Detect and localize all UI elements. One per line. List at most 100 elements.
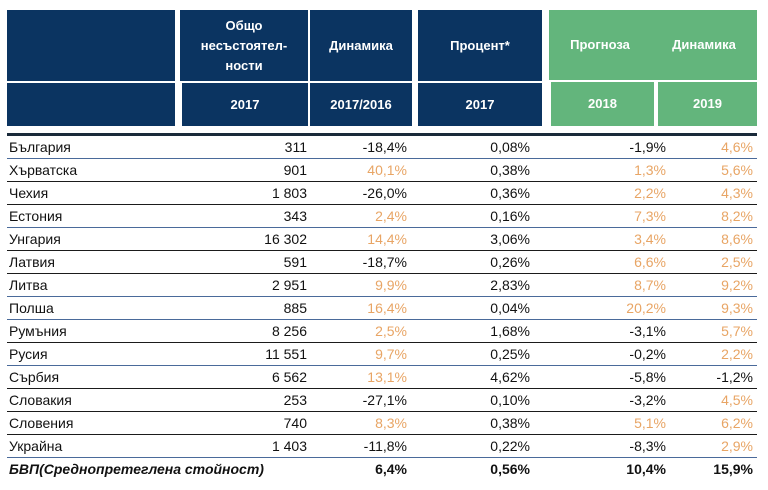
header-forecast: Прогноза Динамика	[549, 10, 757, 80]
country-name: Русия	[9, 346, 48, 362]
cell-f2018: -8,3%	[629, 438, 666, 454]
cell-insolv: 253	[283, 392, 307, 408]
cell-f2019: 2,2%	[721, 346, 753, 362]
cell-f2019: 2,9%	[721, 438, 753, 454]
table-row: Естония 343 2,4% 0,16% 7,3% 8,2%	[7, 205, 757, 228]
total-f2018: 10,4%	[626, 461, 666, 477]
cell-dyn: -11,8%	[363, 438, 407, 454]
cell-pct: 0,22%	[490, 438, 530, 454]
header-insolvencies: Общо несъстоятел- ности	[180, 10, 308, 81]
cell-insolv: 1 403	[271, 438, 307, 454]
cell-dyn: 14,4%	[367, 231, 407, 247]
cell-f2019: 9,2%	[721, 277, 753, 293]
cell-dyn: 8,3%	[375, 415, 407, 431]
cell-dyn: 9,7%	[375, 346, 407, 362]
cell-dyn: 2,4%	[375, 208, 407, 224]
header-line: несъстоятел-	[200, 37, 288, 53]
cell-f2019: 8,2%	[721, 208, 753, 224]
cell-f2018: 8,7%	[634, 277, 666, 293]
data-table: България 311 -18,4% 0,08% -1,9% 4,6% Хърватска…	[7, 133, 757, 480]
cell-insolv: 6 562	[271, 369, 307, 385]
cell-pct: 0,26%	[490, 254, 530, 270]
cell-f2018: -3,2%	[629, 392, 666, 408]
country-name: Литва	[9, 277, 48, 293]
cell-f2019: 4,5%	[721, 392, 753, 408]
cell-dyn: 9,9%	[375, 277, 407, 293]
country-name: Украйна	[9, 438, 63, 454]
cell-pct: 0,10%	[490, 392, 530, 408]
country-name: Латвия	[9, 254, 55, 270]
country-name: Сърбия	[9, 369, 60, 385]
cell-f2018: -3,1%	[629, 323, 666, 339]
cell-pct: 0,38%	[490, 415, 530, 431]
cell-insolv: 1 803	[271, 185, 307, 201]
table-row: България 311 -18,4% 0,08% -1,9% 4,6%	[7, 136, 757, 159]
cell-dyn: -18,7%	[362, 254, 407, 270]
cell-insolv: 901	[283, 162, 307, 178]
total-label: БВП(Среднопретеглена стойност)	[9, 461, 264, 477]
header-line: Общо	[225, 17, 263, 33]
table-row: Полша 885 16,4% 0,04% 20,2% 9,3%	[7, 297, 757, 320]
cell-insolv: 885	[283, 300, 307, 316]
cell-insolv: 8 256	[271, 323, 307, 339]
forecast-label: Прогноза	[570, 37, 630, 52]
total-row: БВП(Среднопретеглена стойност) 6,4% 0,56% 1…	[7, 458, 757, 480]
header-line: ности	[225, 57, 263, 73]
cell-pct: 3,06%	[490, 231, 530, 247]
table-row: Хърватска 901 40,1% 0,38% 1,3% 5,6%	[7, 159, 757, 182]
cell-insolv: 591	[283, 254, 307, 270]
cell-pct: 0,25%	[490, 346, 530, 362]
cell-insolv: 2 951	[271, 277, 307, 293]
cell-insolv: 11 551	[265, 346, 307, 362]
country-name: Полша	[9, 300, 54, 316]
header-percent: Процент*	[418, 10, 542, 81]
cell-f2019: 5,7%	[721, 323, 753, 339]
country-name: Чехия	[9, 185, 49, 201]
header-blank-year	[7, 83, 175, 126]
cell-pct: 4,62%	[490, 369, 530, 385]
total-dyn: 6,4%	[375, 461, 407, 477]
table-row: Чехия 1 803 -26,0% 0,36% 2,2% 4,3%	[7, 182, 757, 205]
cell-pct: 0,04%	[490, 300, 530, 316]
cell-f2018: 7,3%	[634, 208, 666, 224]
cell-f2019: 6,2%	[721, 415, 753, 431]
cell-pct: 0,08%	[490, 139, 530, 155]
country-name: Словения	[9, 415, 74, 431]
cell-f2018: 2,2%	[634, 185, 666, 201]
cell-f2019: 4,6%	[721, 139, 753, 155]
cell-insolv: 311	[284, 139, 307, 155]
table-row: Сърбия 6 562 13,1% 4,62% -5,8% -1,2%	[7, 366, 757, 389]
country-name: Хърватска	[9, 162, 78, 178]
cell-f2018: 1,3%	[634, 162, 666, 178]
header-year-2017b: 2017	[418, 83, 542, 126]
cell-f2019: 2,5%	[721, 254, 753, 270]
country-name: България	[9, 139, 71, 155]
header-year-2019: 2019	[658, 82, 757, 126]
country-name: Румъния	[9, 323, 67, 339]
cell-dyn: 2,5%	[375, 323, 407, 339]
table-row: Русия 11 551 9,7% 0,25% -0,2% 2,2%	[7, 343, 757, 366]
cell-pct: 1,68%	[490, 323, 530, 339]
cell-f2018: 20,2%	[626, 300, 666, 316]
header-year-2017-2016: 2017/2016	[310, 83, 412, 126]
country-name: Словакия	[9, 392, 72, 408]
country-name: Унгария	[9, 231, 61, 247]
table-row: Румъния 8 256 2,5% 1,68% -3,1% 5,7%	[7, 320, 757, 343]
cell-pct: 2,83%	[490, 277, 530, 293]
total-pct: 0,56%	[490, 461, 530, 477]
cell-f2018: 5,1%	[634, 415, 666, 431]
cell-dyn: 40,1%	[367, 162, 407, 178]
cell-f2019: 8,6%	[721, 231, 753, 247]
cell-f2019: 5,6%	[721, 162, 753, 178]
table-row: Украйна 1 403 -11,8% 0,22% -8,3% 2,9%	[7, 435, 757, 458]
cell-f2019: -1,2%	[716, 369, 753, 385]
table-row: Унгария 16 302 14,4% 3,06% 3,4% 8,6%	[7, 228, 757, 251]
cell-dyn: 13,1%	[367, 369, 407, 385]
cell-pct: 0,38%	[490, 162, 530, 178]
table-row: Словакия 253 -27,1% 0,10% -3,2% 4,5%	[7, 389, 757, 412]
table-row: Литва 2 951 9,9% 2,83% 8,7% 9,2%	[7, 274, 757, 297]
cell-insolv: 343	[283, 208, 307, 224]
cell-f2018: -5,8%	[629, 369, 666, 385]
header-year-2017: 2017	[182, 83, 308, 126]
cell-dyn: -18,4%	[362, 139, 407, 155]
